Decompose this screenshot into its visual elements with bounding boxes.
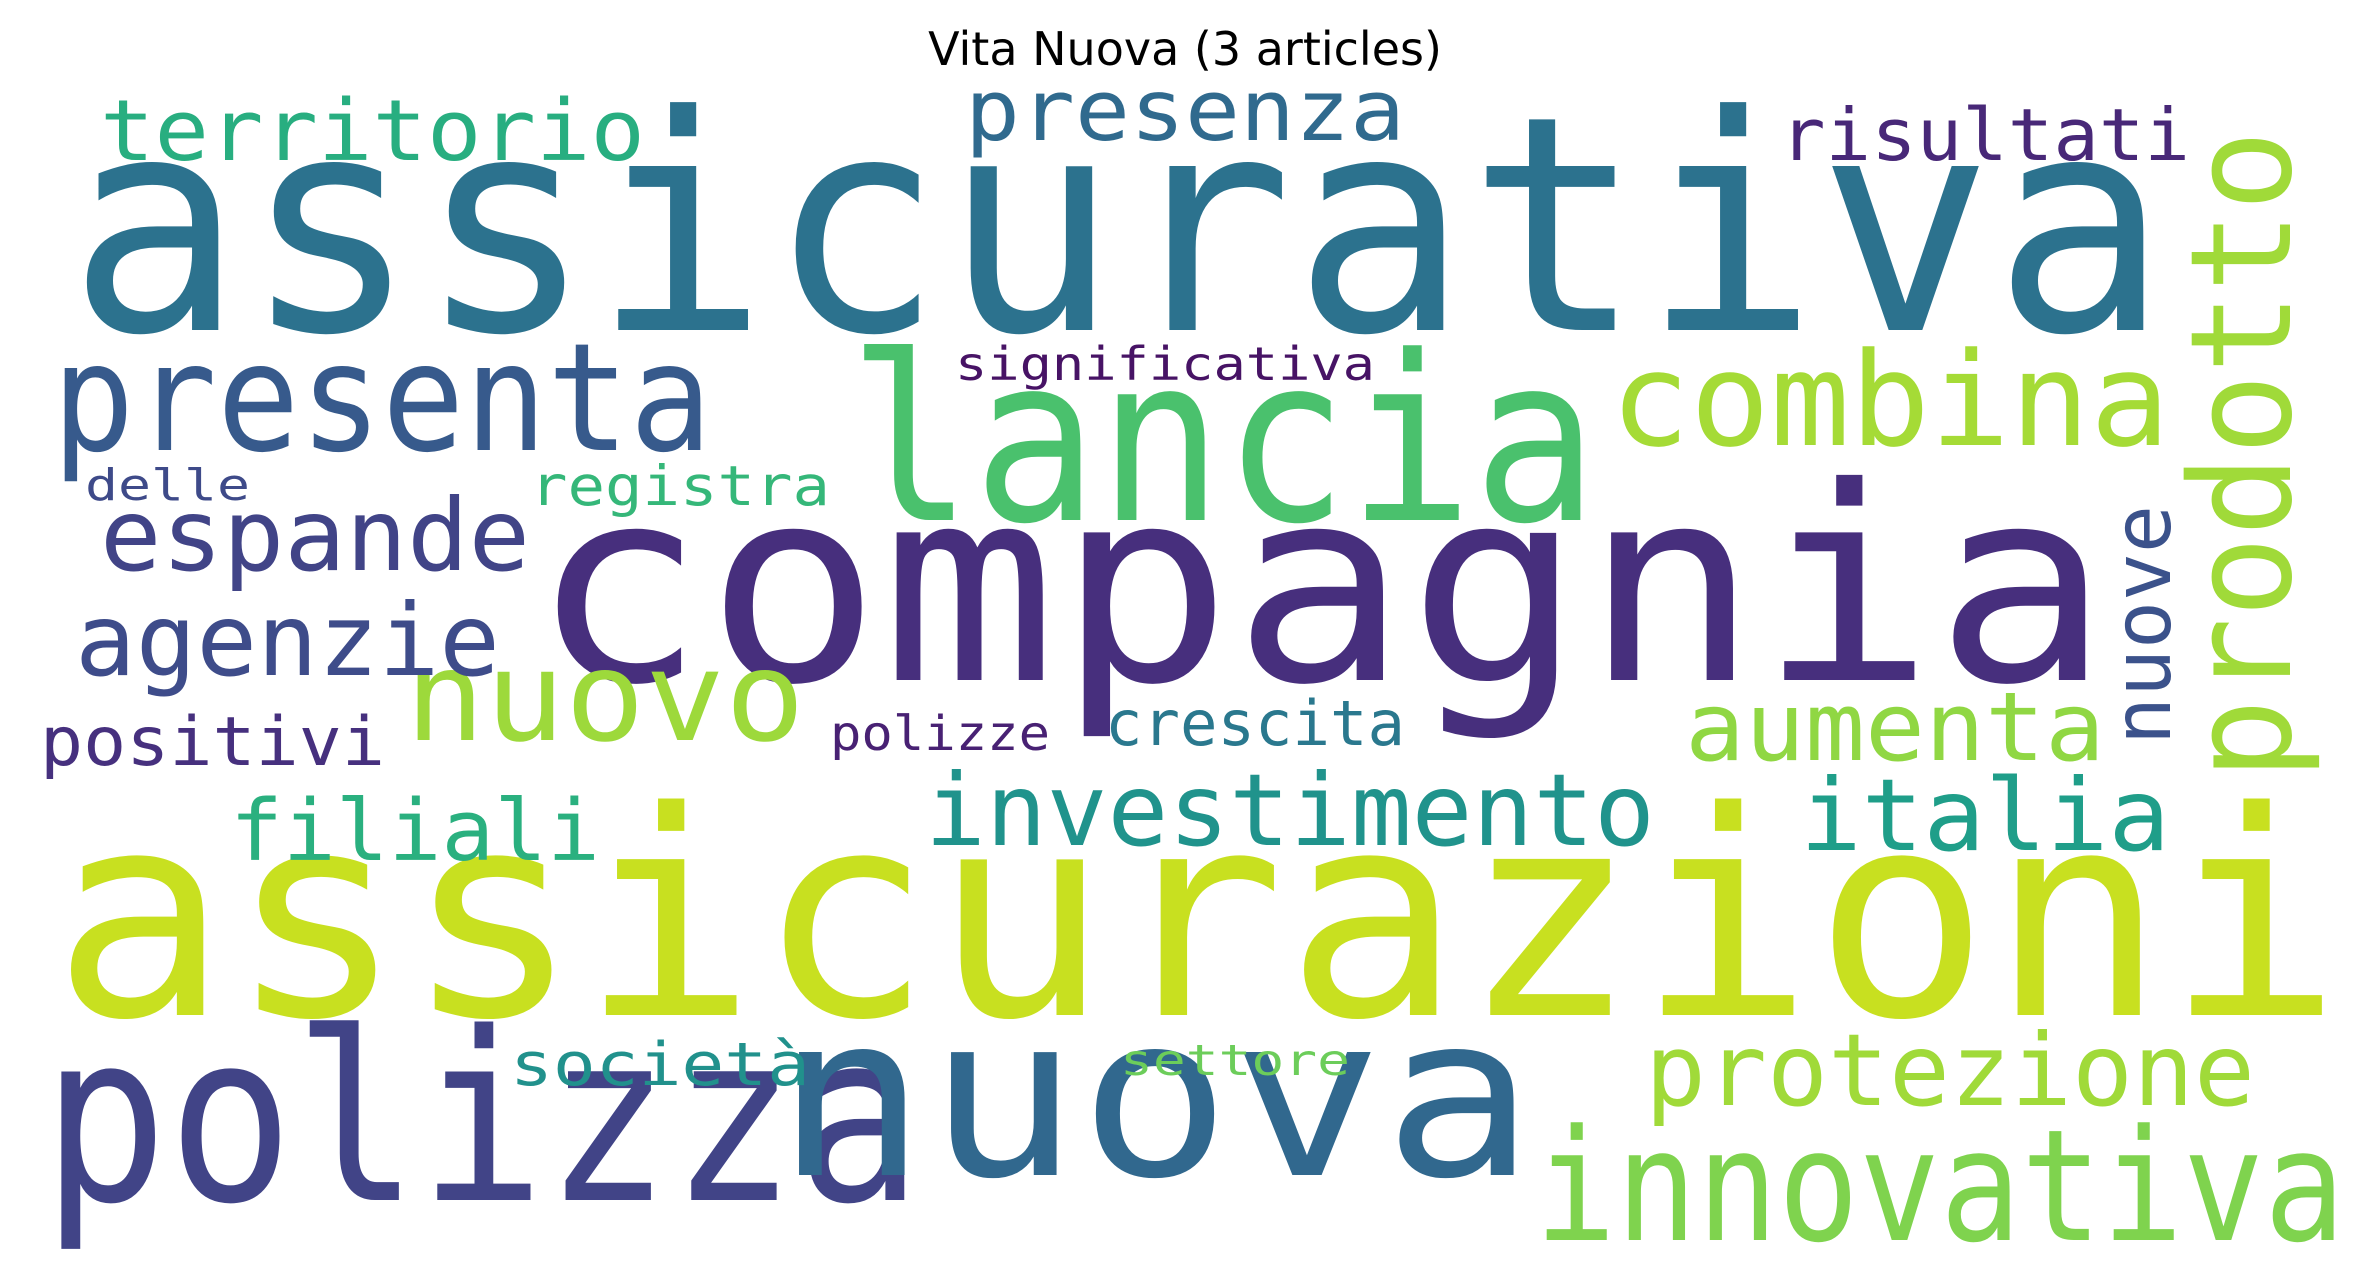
word-presenta: presenta — [52, 312, 712, 486]
word-protezione: protezione — [1645, 1012, 2255, 1129]
word-nuova: nuova — [775, 967, 1535, 1229]
word-presenza: presenza — [965, 62, 1405, 161]
word-delle: delle — [85, 460, 250, 511]
word-filiali: filiali — [230, 782, 600, 881]
word-innovativa: innovativa — [1535, 1096, 2345, 1277]
word-combina: combina — [1610, 324, 2170, 476]
word-nuove: nuove — [2096, 505, 2189, 745]
word-prodotto: prodotto — [2161, 130, 2324, 780]
word-nuovo: nuovo — [405, 625, 805, 770]
word-espande: espande — [100, 477, 530, 594]
word-territorio: territorio — [100, 82, 645, 181]
word-positivi: positivi — [40, 703, 385, 782]
word-risultati: risultati — [1780, 93, 2190, 177]
word-settore: settore — [1120, 1036, 1350, 1086]
chart-title: Vita Nuova (3 articles) — [928, 22, 1442, 76]
word-registra: registra — [530, 454, 830, 518]
word-crescita: crescita — [1105, 687, 1405, 760]
word-societ-: società — [510, 1030, 810, 1100]
word-compagnia: compagnia — [530, 429, 2110, 744]
word-lancia: lancia — [848, 308, 1598, 575]
word-investimento: investimento — [925, 752, 1655, 869]
word-significativa: significativa — [955, 337, 1375, 391]
word-assicurazioni: assicurazioni — [52, 751, 2342, 1083]
word-agenzie: agenzie — [75, 582, 500, 699]
word-italia: italia — [1800, 757, 2170, 874]
word-assicurativa: assicurativa — [68, 52, 2168, 401]
word-polizza: polizza — [42, 983, 922, 1256]
word-polizze: polizze — [830, 706, 1050, 762]
word-aumenta: aumenta — [1685, 673, 2105, 783]
